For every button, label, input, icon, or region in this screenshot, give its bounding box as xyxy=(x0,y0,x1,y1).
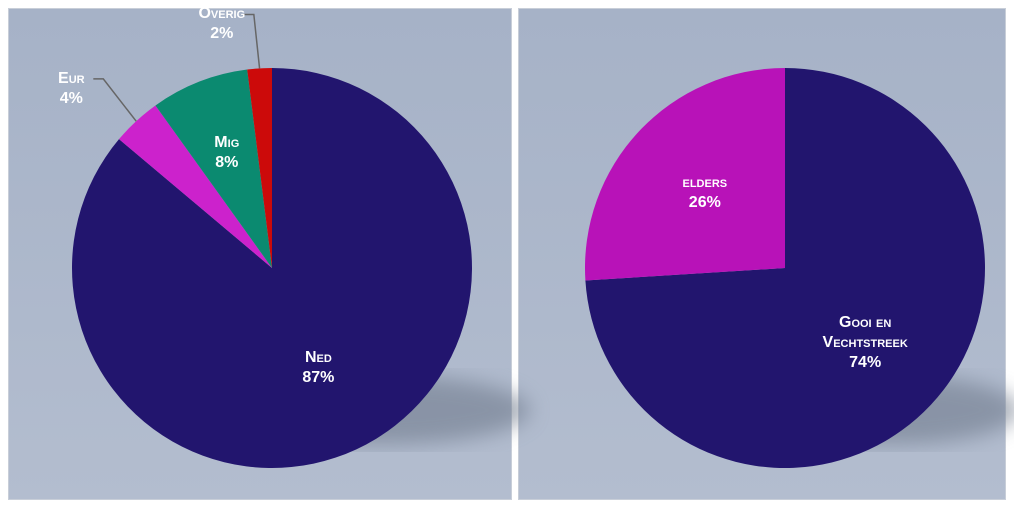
value-label: 26% xyxy=(688,193,721,211)
data-label: Gooi en Vechtstreek 74% xyxy=(795,313,935,373)
pie-slice xyxy=(155,69,272,269)
data-label: Mig 8% xyxy=(214,133,239,173)
pie-slice xyxy=(585,68,785,281)
value-label: 8% xyxy=(215,153,239,171)
data-label: Overig 2% xyxy=(198,4,245,44)
pie-slice xyxy=(71,68,472,469)
pie-slice xyxy=(247,68,272,268)
category-label: Overig xyxy=(198,5,246,23)
data-label: Ned 87% xyxy=(302,348,334,388)
category-label: Gooi en Vechtstreek xyxy=(822,314,908,352)
category-label: Eur xyxy=(58,69,85,87)
leader-line xyxy=(243,13,261,69)
category-label: Ned xyxy=(304,348,332,366)
category-label: elders xyxy=(682,173,728,191)
value-label: 2% xyxy=(210,25,234,43)
pie-slice xyxy=(119,105,273,268)
pie-slice xyxy=(585,68,985,468)
value-label: 87% xyxy=(302,368,335,386)
leader-line xyxy=(93,78,137,122)
data-label: elders 26% xyxy=(683,173,728,213)
data-label: Eur 4% xyxy=(58,69,85,109)
category-label: Mig xyxy=(214,133,240,151)
value-label: 74% xyxy=(849,354,882,372)
value-label: 4% xyxy=(59,89,83,107)
